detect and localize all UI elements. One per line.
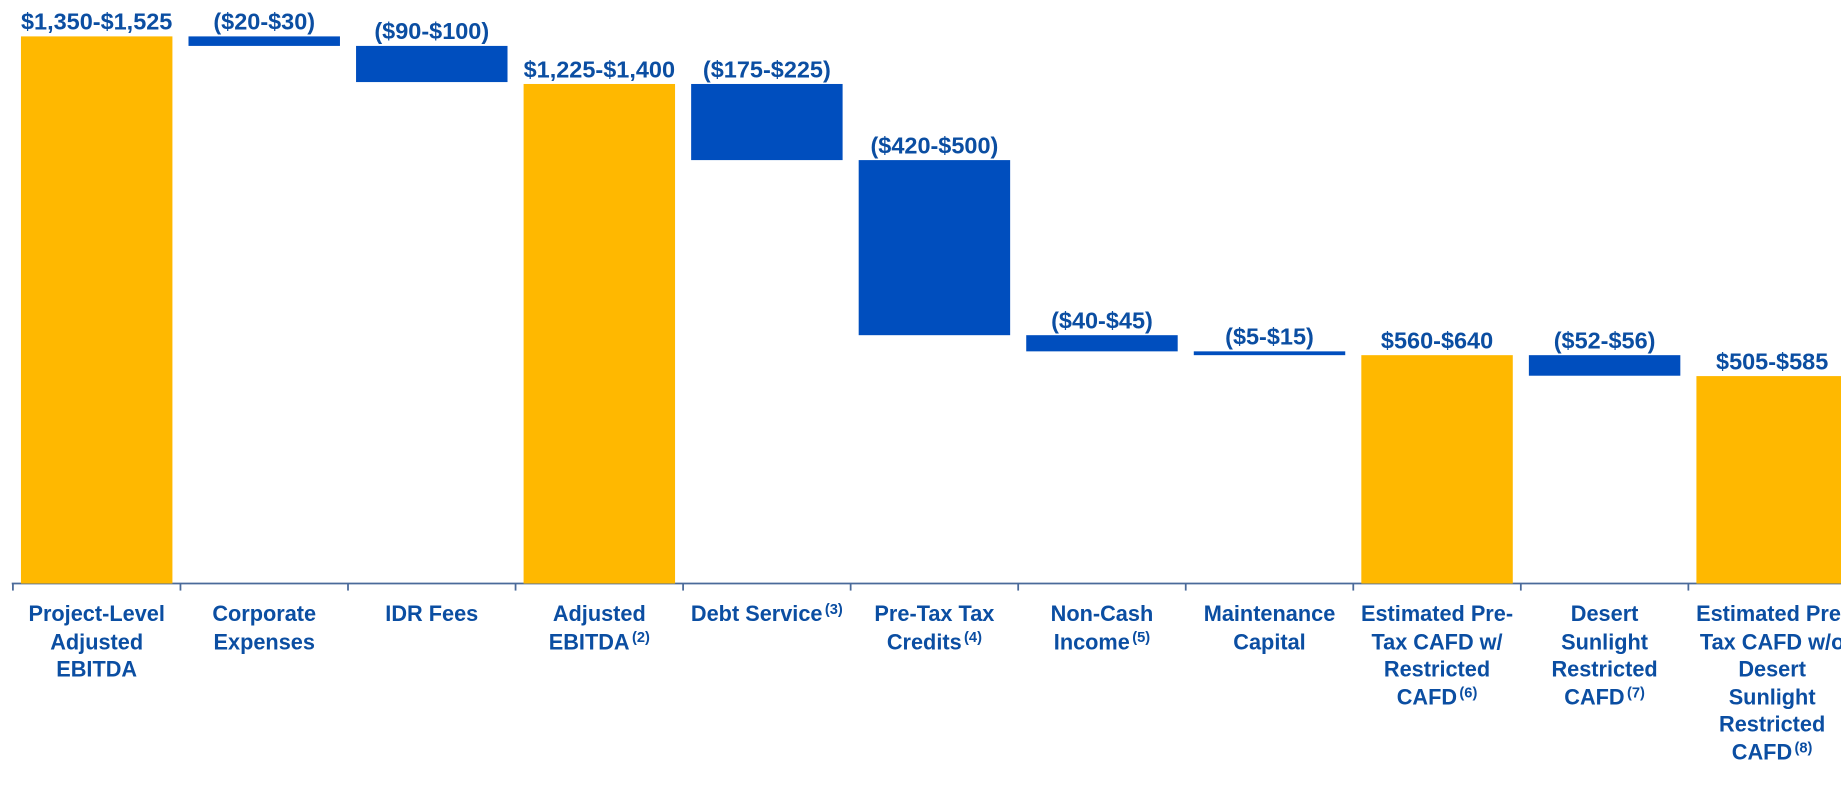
- bar: [356, 45, 508, 83]
- footnote-marker: (2): [631, 628, 650, 646]
- value-label: $1,350-$1,525: [21, 9, 172, 35]
- bar: [1361, 355, 1513, 584]
- value-label: $560-$640: [1381, 327, 1493, 353]
- category-text: Pre-Tax Tax Credits: [874, 601, 995, 654]
- bar: [858, 160, 1011, 336]
- footnote-marker: (4): [964, 628, 982, 646]
- footnote-marker: (5): [1132, 628, 1151, 646]
- x-tick-label: Pre-Tax Tax Credits (4): [855, 600, 1015, 655]
- category-text: Estimated Pre-Tax CAFD w/ Restricted CAF…: [1360, 601, 1514, 709]
- bar: [1696, 376, 1841, 584]
- value-label: $1,225-$1,400: [524, 56, 675, 82]
- x-tick-label: IDR Fees: [352, 600, 512, 628]
- category-text: Estimated Pre-Tax CAFD w/o Desert Sunlig…: [1696, 601, 1841, 764]
- x-tick-label: Adjusted EBITDA (2): [519, 600, 679, 655]
- footnote-marker: (8): [1794, 739, 1813, 756]
- footnote-marker: (3): [824, 601, 843, 618]
- value-label: ($40-$45): [1051, 307, 1153, 333]
- bar: [20, 36, 173, 584]
- category-text: Project-Level Adjusted EBITDA: [28, 601, 165, 681]
- x-tick-label: Estimated Pre-Tax CAFD w/o Desert Sunlig…: [1692, 600, 1841, 766]
- bar: [1528, 355, 1681, 376]
- value-label: $505-$585: [1716, 348, 1828, 374]
- footnote-marker: (6): [1459, 683, 1478, 701]
- value-label: ($5-$15): [1225, 324, 1314, 350]
- x-tick-label: Estimated Pre-Tax CAFD w/ Restricted CAF…: [1357, 600, 1517, 710]
- value-label: ($90-$100): [374, 18, 489, 44]
- value-label: ($175-$225): [703, 56, 831, 82]
- category-text: Corporate Expenses: [212, 601, 317, 654]
- value-label: ($420-$500): [870, 132, 998, 158]
- bar: [691, 83, 843, 161]
- x-tick-label: Debt Service (3): [687, 600, 847, 628]
- category-text: IDR Fees: [385, 601, 479, 626]
- x-tick-label: Maintenance Capital: [1190, 600, 1350, 655]
- bar: [188, 36, 340, 46]
- x-tick-label: Non-Cash Income (5): [1022, 600, 1182, 655]
- category-text: Adjusted EBITDA: [548, 601, 646, 654]
- category-text: Maintenance Capital: [1203, 601, 1336, 654]
- x-tick-label: Desert Sunlight Restricted CAFD (7): [1525, 600, 1685, 710]
- x-tick-label: Project-Level Adjusted EBITDA: [17, 600, 177, 683]
- category-text: Non-Cash Income: [1050, 601, 1154, 654]
- bar: [1026, 335, 1178, 352]
- value-label: ($20-$30): [213, 9, 315, 35]
- value-label: ($52-$56): [1554, 327, 1656, 353]
- footnote-marker: (7): [1626, 683, 1645, 701]
- bar: [1193, 351, 1346, 356]
- category-text: Desert Sunlight Restricted CAFD: [1551, 601, 1658, 709]
- category-text: Debt Service: [690, 601, 823, 626]
- bar: [523, 83, 676, 584]
- x-tick-label: Corporate Expenses: [184, 600, 344, 655]
